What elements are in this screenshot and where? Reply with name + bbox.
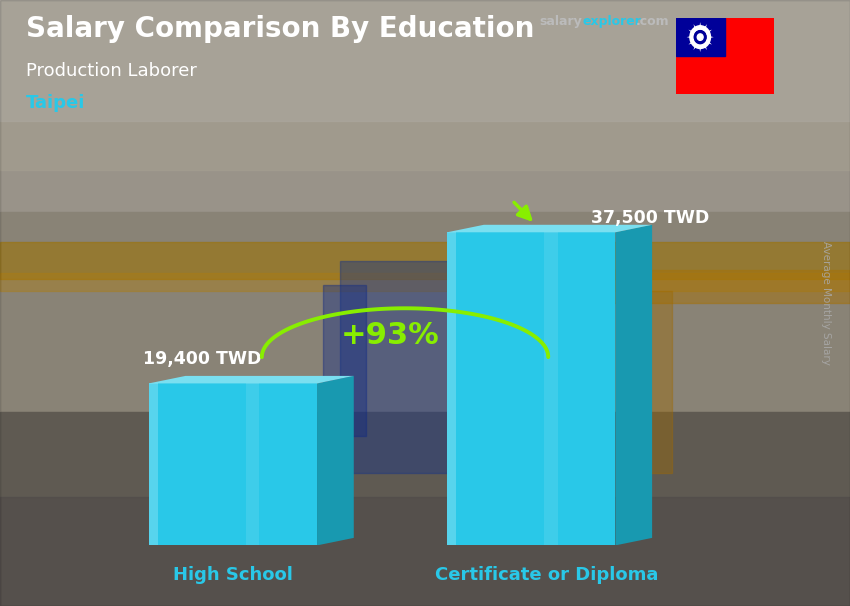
Polygon shape [694, 37, 700, 50]
Polygon shape [544, 232, 558, 545]
Polygon shape [615, 225, 652, 545]
Polygon shape [700, 24, 707, 37]
Bar [676, 18, 724, 56]
Polygon shape [700, 37, 701, 52]
Polygon shape [149, 384, 317, 545]
Polygon shape [687, 36, 700, 38]
Circle shape [694, 31, 705, 44]
Text: Certificate or Diploma: Certificate or Diploma [435, 566, 658, 584]
Bar [0, 0, 850, 230]
Bar [0, 0, 850, 170]
Bar [0, 242, 850, 279]
Text: .com: .com [636, 15, 670, 28]
Bar [595, 270, 850, 303]
Polygon shape [149, 376, 354, 384]
Text: explorer: explorer [582, 15, 641, 28]
Text: Taipei: Taipei [26, 94, 85, 112]
Bar [0, 412, 850, 606]
Polygon shape [700, 22, 701, 37]
Text: Production Laborer: Production Laborer [26, 62, 196, 80]
Polygon shape [447, 225, 652, 232]
Bar [0, 273, 850, 291]
Bar [638, 291, 672, 473]
Bar [0, 497, 850, 606]
Polygon shape [447, 232, 456, 545]
Text: Average Monthly Salary: Average Monthly Salary [821, 241, 831, 365]
Text: 19,400 TWD: 19,400 TWD [143, 350, 262, 368]
Text: +93%: +93% [340, 321, 439, 350]
Polygon shape [149, 384, 158, 545]
Polygon shape [694, 24, 700, 37]
Polygon shape [688, 37, 700, 45]
Circle shape [690, 26, 711, 48]
Text: salary: salary [540, 15, 582, 28]
Circle shape [697, 34, 703, 41]
Bar [323, 285, 366, 436]
Polygon shape [700, 37, 707, 50]
Bar [340, 261, 493, 473]
Text: Salary Comparison By Education: Salary Comparison By Education [26, 15, 534, 43]
Text: High School: High School [173, 566, 293, 584]
Polygon shape [447, 232, 615, 545]
Text: 37,500 TWD: 37,500 TWD [591, 208, 709, 227]
Bar [0, 0, 850, 121]
Circle shape [694, 31, 706, 44]
Polygon shape [317, 376, 354, 545]
Polygon shape [688, 30, 700, 37]
Polygon shape [246, 384, 259, 545]
Polygon shape [700, 30, 711, 37]
Polygon shape [700, 37, 711, 45]
Polygon shape [700, 36, 714, 38]
Bar [0, 212, 850, 424]
